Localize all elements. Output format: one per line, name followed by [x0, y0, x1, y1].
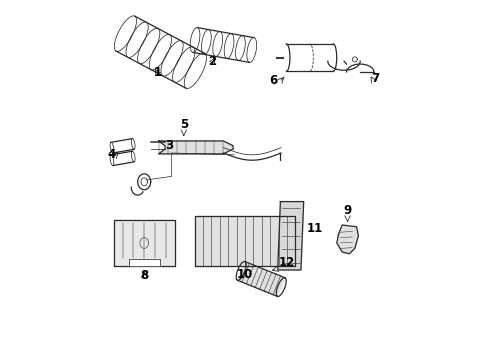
Polygon shape: [195, 216, 295, 266]
Polygon shape: [129, 259, 160, 266]
Text: 8: 8: [140, 269, 148, 282]
Text: 2: 2: [209, 55, 217, 68]
Text: 9: 9: [343, 204, 352, 217]
Polygon shape: [337, 225, 358, 254]
Polygon shape: [159, 141, 233, 154]
Text: 3: 3: [165, 139, 173, 152]
Text: 7: 7: [371, 72, 379, 85]
Text: 11: 11: [307, 222, 323, 235]
Text: 10: 10: [237, 268, 253, 281]
Text: 12: 12: [279, 256, 295, 269]
Polygon shape: [237, 262, 285, 296]
Text: 1: 1: [154, 66, 162, 79]
Text: 5: 5: [180, 118, 188, 131]
Text: 4: 4: [107, 148, 115, 161]
Text: 6: 6: [270, 74, 278, 87]
Polygon shape: [278, 202, 304, 270]
Polygon shape: [114, 220, 175, 266]
